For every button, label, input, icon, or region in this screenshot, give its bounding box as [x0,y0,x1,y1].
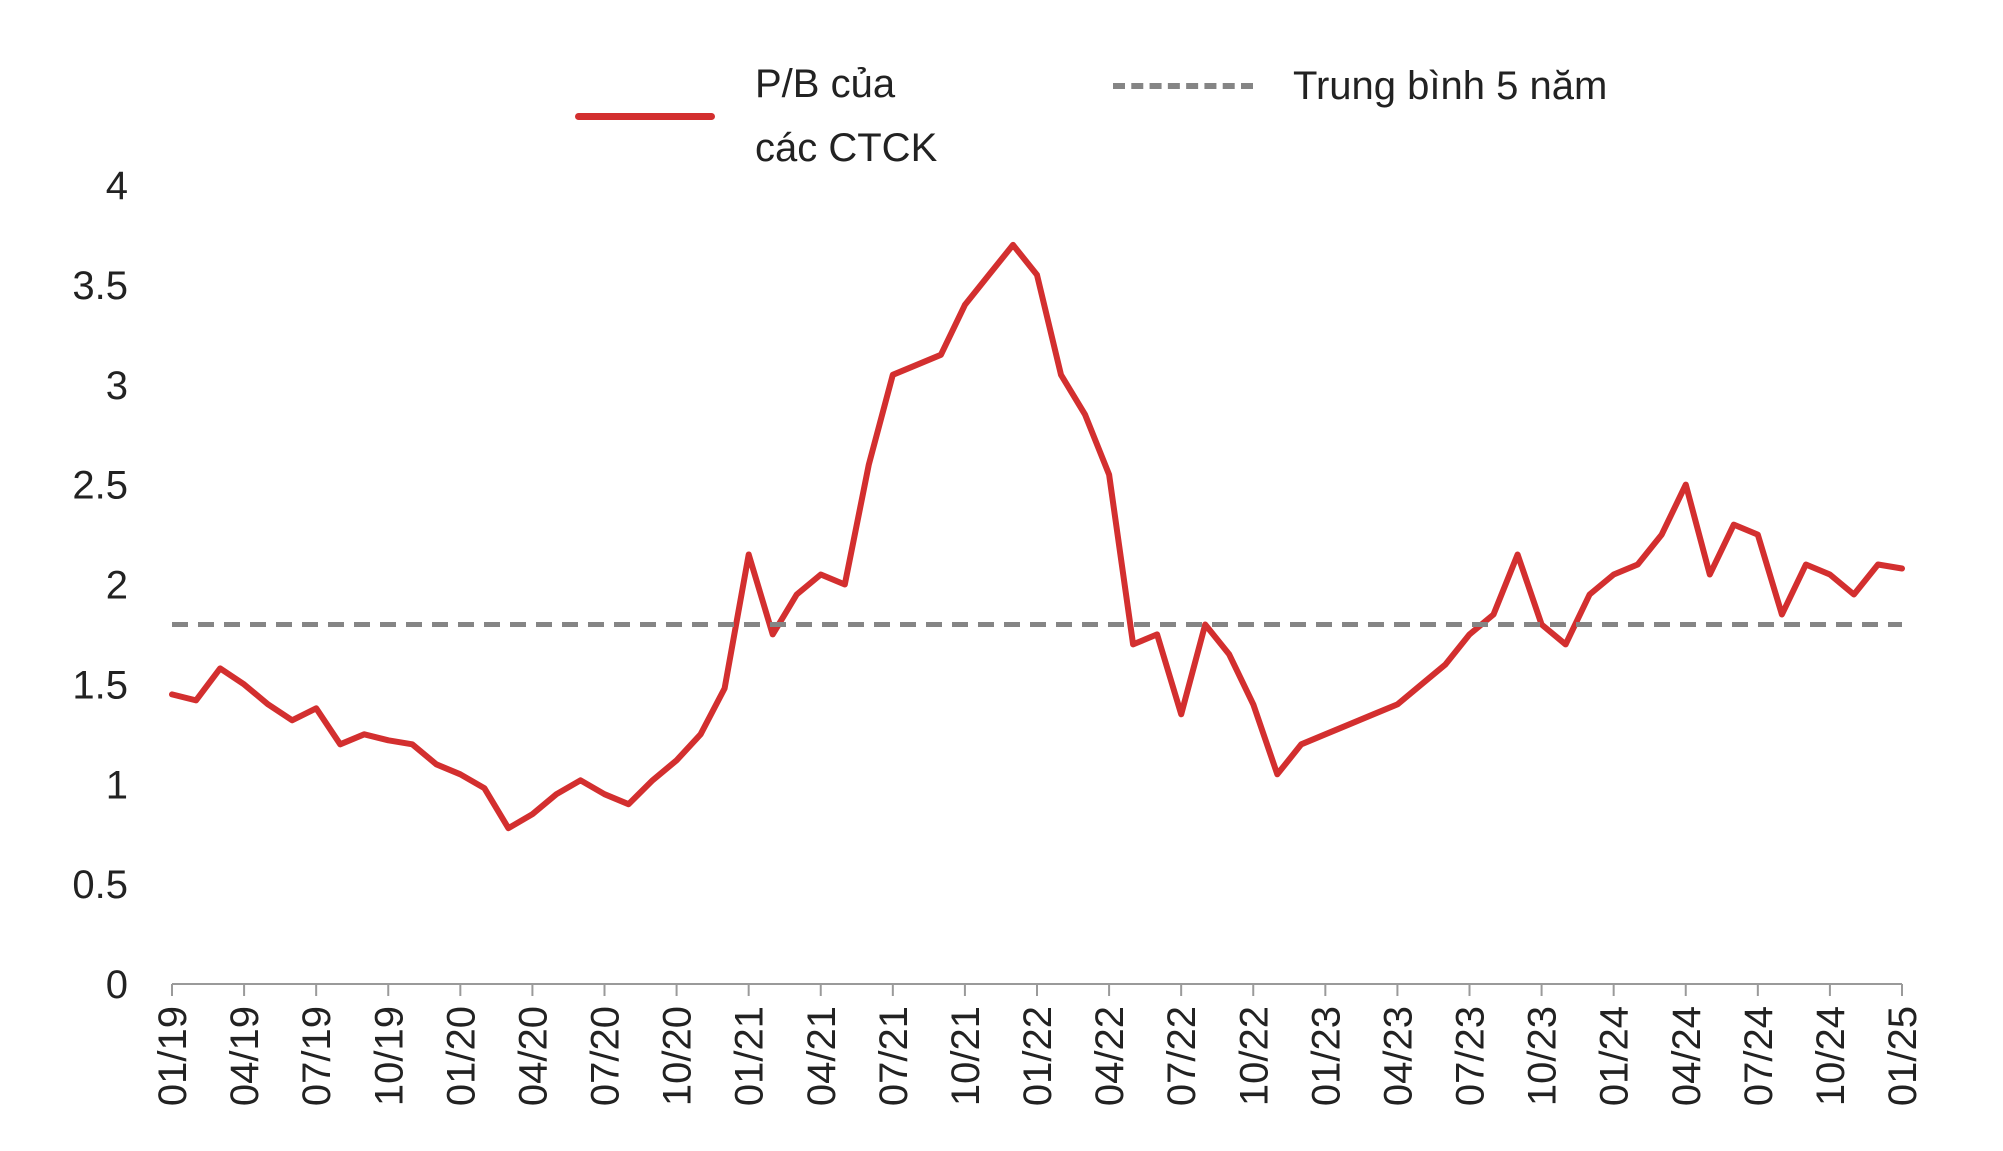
x-tick-label: 10/21 [944,1006,988,1106]
x-tick-label: 07/23 [1449,1006,1493,1106]
legend: P/B của các CTCK Trung bình 5 năm [0,30,2003,170]
legend-item-pb: P/B của các CTCK [575,52,965,180]
x-tick-label: 01/24 [1593,1006,1637,1106]
y-tick-label: 1 [106,763,128,807]
x-tick-label: 01/22 [1016,1006,1060,1106]
x-tick-label: 04/23 [1376,1006,1420,1106]
x-tick-label: 01/23 [1304,1006,1348,1106]
x-tick-label: 01/20 [439,1006,483,1106]
y-tick-label: 2.5 [72,464,128,508]
x-tick-label: 10/24 [1809,1006,1853,1106]
x-tick-label: 07/20 [584,1006,628,1106]
y-tick-label: 0 [106,963,128,1007]
x-tick-label: 10/20 [656,1006,700,1106]
legend-item-average: Trung bình 5 năm [1113,54,1607,118]
legend-label-pb: P/B của các CTCK [755,62,938,170]
x-axis: 01/19 04/19 07/19 10/19 01/20 04/20 07/20 10/20… [151,983,1925,1106]
x-tick-label: 07/19 [295,1006,339,1106]
legend-swatch-average [1113,83,1253,89]
legend-label-average: Trung bình 5 năm [1293,64,1608,108]
x-tick-label: 01/25 [1881,1006,1925,1106]
series-layer [169,241,1905,832]
x-tick-label: 04/21 [800,1006,844,1106]
y-tick-label: 4 [106,164,128,208]
y-tick-label: 0.5 [72,863,128,907]
x-tick-label: 10/23 [1521,1006,1565,1106]
x-tick-label: 01/19 [151,1006,195,1106]
y-tick-label: 3 [106,364,128,408]
x-tick-label: 10/22 [1232,1006,1276,1106]
x-tick-label: 10/19 [367,1006,411,1106]
y-tick-label: 2 [106,564,128,608]
x-tick-label: 04/20 [511,1006,555,1106]
y-tick-label: 1.5 [72,663,128,707]
x-tick-label: 07/22 [1160,1006,1204,1106]
x-tick-label: 04/19 [223,1006,267,1106]
y-tick-label: 3.5 [72,264,128,308]
x-tick-label: 01/21 [728,1006,772,1106]
y-axis: 0 0.5 1 1.5 2 2.5 3 3.5 4 [72,164,128,1007]
series-line-pb [169,241,1905,832]
legend-swatch-pb [575,112,715,120]
x-tick-label: 04/24 [1665,1006,1709,1106]
x-tick-label: 07/24 [1737,1006,1781,1106]
x-tick-label: 04/22 [1088,1006,1132,1106]
x-tick-label: 07/21 [872,1006,916,1106]
